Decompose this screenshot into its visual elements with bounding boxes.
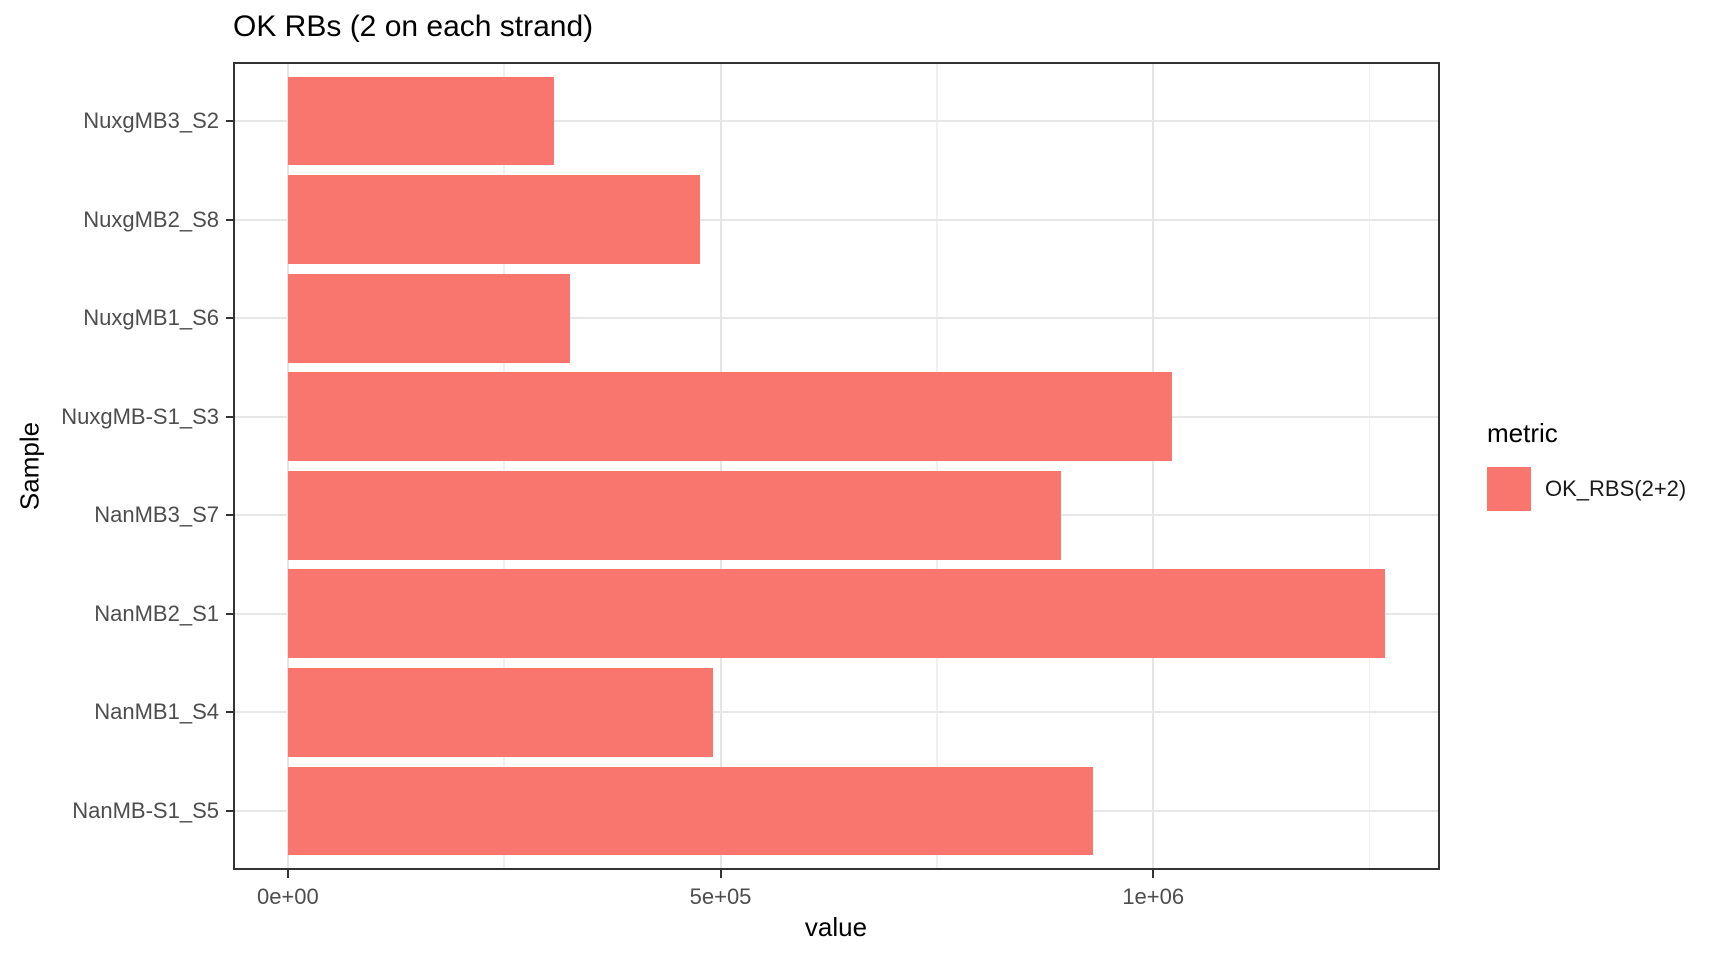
x-axis-title: value <box>804 912 868 942</box>
bar-NanMB2_S1 <box>287 569 1386 659</box>
gridline-major-y <box>233 120 1440 123</box>
bar-NuxgMB-S1_S3 <box>287 372 1173 462</box>
gridline-major-x <box>286 62 289 870</box>
y-axis-title: Sample <box>14 421 45 511</box>
gridline-major-y <box>233 317 1440 320</box>
y-tick-label: NuxgMB2_S8 <box>83 206 219 232</box>
y-tick-mark <box>226 317 233 320</box>
x-tick-label: 5e+05 <box>689 884 752 909</box>
y-tick-label: NuxgMB3_S2 <box>83 108 219 134</box>
y-tick-label: NanMB3_S7 <box>94 502 219 528</box>
bar-NuxgMB3_S2 <box>287 76 554 166</box>
bar-NanMB-S1_S5 <box>287 766 1093 856</box>
y-tick-label: NuxgMB-S1_S3 <box>61 403 219 429</box>
plot-panel <box>233 62 1440 870</box>
gridline-minor-x <box>1368 62 1371 870</box>
bar-NanMB3_S7 <box>287 470 1062 560</box>
y-tick-mark <box>226 612 233 615</box>
gridline-major-x <box>719 62 722 870</box>
x-tick-label: 1e+06 <box>1122 884 1185 909</box>
y-tick-label: NuxgMB1_S6 <box>83 305 219 331</box>
gridline-minor-x <box>936 62 938 870</box>
legend-item: OK_RBS(2+2) <box>1487 467 1686 511</box>
legend-key-swatch <box>1487 467 1531 511</box>
gridline-major-x <box>1152 62 1155 870</box>
legend: metric OK_RBS(2+2) <box>1487 418 1686 511</box>
y-tick-mark <box>226 514 233 517</box>
y-tick-mark <box>226 120 233 123</box>
gridline-major-y <box>233 218 1440 221</box>
gridline-minor-x <box>503 62 505 870</box>
bar-NanMB1_S4 <box>287 668 713 757</box>
x-tick-mark <box>719 870 722 878</box>
chart-title: OK RBs (2 on each strand) <box>233 10 594 43</box>
bar-NuxgMB1_S6 <box>287 273 570 363</box>
bar-NuxgMB2_S8 <box>287 175 700 264</box>
x-tick-label: 0e+00 <box>256 884 319 909</box>
legend-item-label: OK_RBS(2+2) <box>1545 476 1687 501</box>
y-tick-label: NanMB1_S4 <box>94 699 219 725</box>
y-tick-label: NanMB-S1_S5 <box>72 797 219 823</box>
gridline-major-y <box>233 711 1440 714</box>
legend-title: metric <box>1487 418 1558 448</box>
x-tick-mark <box>286 870 289 878</box>
y-tick-mark <box>226 711 233 714</box>
y-tick-mark <box>226 218 233 221</box>
y-tick-mark <box>226 415 233 418</box>
y-tick-mark <box>226 809 233 812</box>
x-tick-mark <box>1152 870 1155 878</box>
y-tick-label: NanMB2_S1 <box>94 600 219 626</box>
